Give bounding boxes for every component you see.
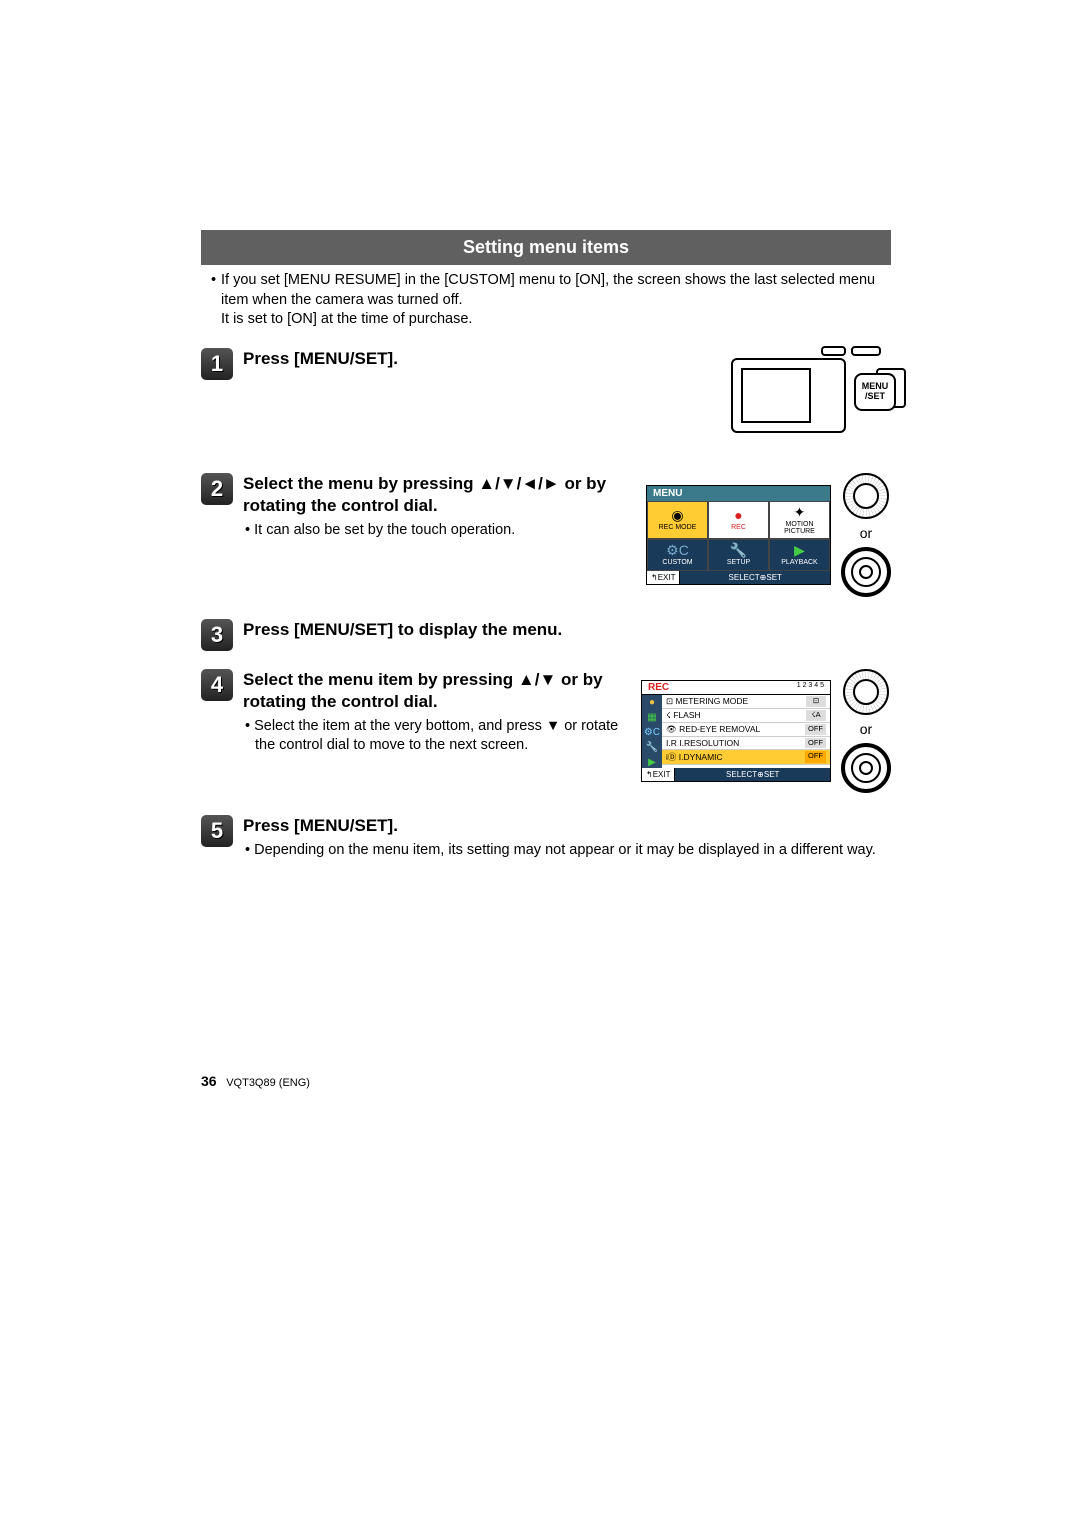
menu-cell-setup: 🔧SETUP bbox=[708, 539, 769, 571]
step-2-number: 2 bbox=[201, 473, 233, 505]
intro-line1: If you set [MENU RESUME] in the [CUSTOM]… bbox=[221, 271, 891, 310]
intro-text: •If you set [MENU RESUME] in the [CUSTOM… bbox=[201, 271, 891, 330]
step-5-number: 5 bbox=[201, 815, 233, 847]
page-footer: 36 VQT3Q89 (ENG) bbox=[201, 1073, 310, 1089]
rec-menu-screen: REC 1 2 3 4 5 ●▦⚙C🔧▶ ⊡ METERING MODE⊡ ☇ … bbox=[641, 680, 831, 782]
step-4: 4 Select the menu item by pressing ▲/▼ o… bbox=[201, 669, 891, 793]
menu-screen-title: MENU bbox=[647, 486, 830, 501]
or-label-2: or bbox=[860, 721, 872, 737]
control-dial-stack-2: or bbox=[841, 669, 891, 793]
step-3-title: Press [MENU/SET] to display the menu. bbox=[243, 619, 891, 641]
step-2: 2 Select the menu by pressing ▲/▼/◄/► or… bbox=[201, 473, 891, 597]
step-2-title: Select the menu by pressing ▲/▼/◄/► or b… bbox=[243, 473, 636, 517]
control-dial-stack: or bbox=[841, 473, 891, 597]
step-4-number: 4 bbox=[201, 669, 233, 701]
control-dial-icon bbox=[843, 473, 889, 519]
control-dial-icon-2 bbox=[843, 669, 889, 715]
menu-cell-custom: ⚙CCUSTOM bbox=[647, 539, 708, 571]
doc-code: VQT3Q89 (ENG) bbox=[226, 1077, 310, 1089]
rec-row-redeye: 👁 RED-EYE REMOVALOFF bbox=[662, 723, 830, 737]
rec-row-metering: ⊡ METERING MODE⊡ bbox=[662, 695, 830, 709]
step-3-number: 3 bbox=[201, 619, 233, 651]
step-1: 1 Press [MENU/SET]. MENU/SET bbox=[201, 348, 891, 443]
dpad-icon bbox=[841, 547, 891, 597]
step-1-title: Press [MENU/SET]. bbox=[243, 348, 721, 370]
rec-row-iresolution: I.R I.RESOLUTIONOFF bbox=[662, 737, 830, 750]
menu-cell-playback: ▶PLAYBACK bbox=[769, 539, 830, 571]
dpad-icon-2 bbox=[841, 743, 891, 793]
manual-page: Setting menu items •If you set [MENU RES… bbox=[201, 230, 891, 860]
step-5-note: • Depending on the menu item, its settin… bbox=[243, 841, 891, 861]
menu-screen: MENU ◉REC MODE ●REC ✦MOTION PICTURE ⚙CCU… bbox=[646, 485, 831, 585]
menu-cell-recmode: ◉REC MODE bbox=[647, 501, 708, 540]
rec-exit: ↰EXIT bbox=[642, 768, 675, 781]
step-5-title: Press [MENU/SET]. bbox=[243, 815, 891, 837]
or-label: or bbox=[860, 525, 872, 541]
rec-pages: 1 2 3 4 5 bbox=[797, 682, 824, 693]
menu-exit: ↰EXIT bbox=[647, 571, 680, 584]
rec-list: ⊡ METERING MODE⊡ ☇ FLASH☇A 👁 RED-EYE REM… bbox=[662, 695, 830, 768]
menu-cell-rec: ●REC bbox=[708, 501, 769, 540]
page-number: 36 bbox=[201, 1073, 217, 1089]
rec-title: REC bbox=[648, 682, 669, 693]
rec-row-flash: ☇ FLASH☇A bbox=[662, 709, 830, 723]
intro-line2: It is set to [ON] at the time of purchas… bbox=[211, 310, 891, 330]
camera-illustration: MENU/SET bbox=[731, 348, 891, 443]
step-3: 3 Press [MENU/SET] to display the menu. bbox=[201, 619, 891, 651]
rec-sidebar: ●▦⚙C🔧▶ bbox=[642, 695, 662, 768]
step-2-note: • It can also be set by the touch operat… bbox=[243, 521, 636, 541]
step-1-number: 1 bbox=[201, 348, 233, 380]
step-4-title: Select the menu item by pressing ▲/▼ or … bbox=[243, 669, 631, 713]
step-5: 5 Press [MENU/SET]. • Depending on the m… bbox=[201, 815, 891, 861]
menu-set-badge: MENU/SET bbox=[854, 373, 896, 411]
section-header: Setting menu items bbox=[201, 230, 891, 265]
menu-cell-motion: ✦MOTION PICTURE bbox=[769, 501, 830, 540]
rec-row-idynamic: iⒹ I.DYNAMICOFF bbox=[662, 750, 830, 765]
menu-select: SELECT⊕SET bbox=[680, 571, 830, 584]
step-4-note: • Select the item at the very bottom, an… bbox=[243, 717, 631, 756]
rec-select: SELECT⊕SET bbox=[675, 768, 830, 781]
